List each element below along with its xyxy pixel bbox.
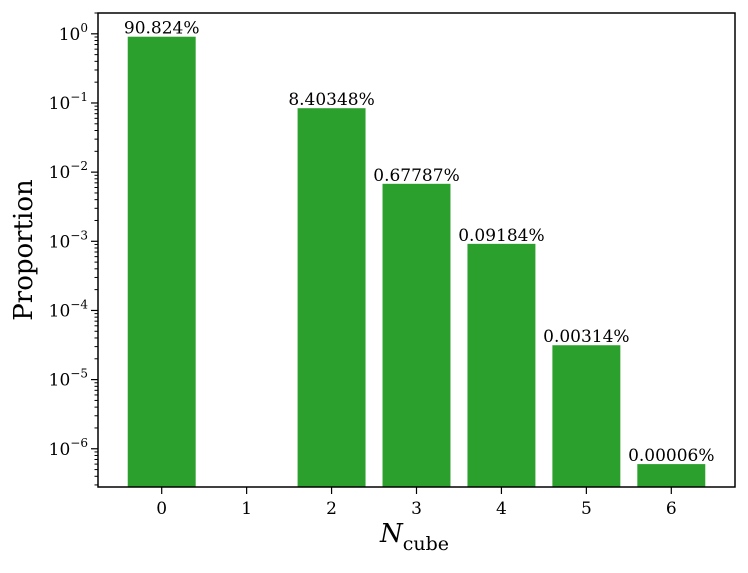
x-axis: 0 1 2 3 4 5 6 bbox=[156, 487, 677, 519]
data-labels-layer: 90.824% 8.40348% 0.67787% 0.09184% 0.00314% 0… bbox=[124, 19, 715, 466]
y-tick-label: 100 bbox=[59, 21, 88, 45]
x-tick-label-5: 5 bbox=[581, 499, 592, 519]
x-tick-label-2: 2 bbox=[326, 499, 337, 519]
data-label-2: 8.40348% bbox=[288, 90, 374, 110]
y-tick-label: 10−1 bbox=[49, 90, 88, 114]
y-axis: 100 10−1 10−2 10−3 10−4 10−5 10−6 bbox=[49, 12, 98, 486]
data-label-6: 0.00006% bbox=[628, 446, 714, 466]
x-tick-label-4: 4 bbox=[496, 499, 507, 519]
bar-5 bbox=[552, 345, 621, 487]
y-tick-label: 10−5 bbox=[49, 367, 88, 391]
x-axis-title-subscript: cube bbox=[403, 533, 449, 555]
y-tick-label: 10−3 bbox=[49, 228, 88, 252]
data-label-4: 0.09184% bbox=[458, 226, 544, 246]
y-tick-label: 10−6 bbox=[49, 436, 88, 460]
bar-6 bbox=[637, 464, 706, 487]
bar-4 bbox=[467, 243, 536, 487]
x-tick-label-0: 0 bbox=[156, 499, 167, 519]
data-label-3: 0.67787% bbox=[373, 166, 459, 186]
bars-layer bbox=[127, 36, 706, 488]
bar-2 bbox=[297, 108, 366, 487]
x-axis-title: Ncube bbox=[379, 519, 449, 555]
x-axis-title-main: N bbox=[379, 519, 404, 549]
y-axis-title: Proportion bbox=[9, 179, 39, 321]
x-tick-label-3: 3 bbox=[411, 499, 422, 519]
bar-3 bbox=[382, 183, 451, 487]
bar-0 bbox=[127, 36, 196, 488]
x-tick-label-1: 1 bbox=[241, 499, 252, 519]
data-label-0: 90.824% bbox=[124, 19, 200, 39]
data-label-5: 0.00314% bbox=[543, 327, 629, 347]
y-tick-label: 10−2 bbox=[49, 159, 88, 183]
x-tick-label-6: 6 bbox=[666, 499, 677, 519]
y-tick-label: 10−4 bbox=[49, 297, 89, 321]
